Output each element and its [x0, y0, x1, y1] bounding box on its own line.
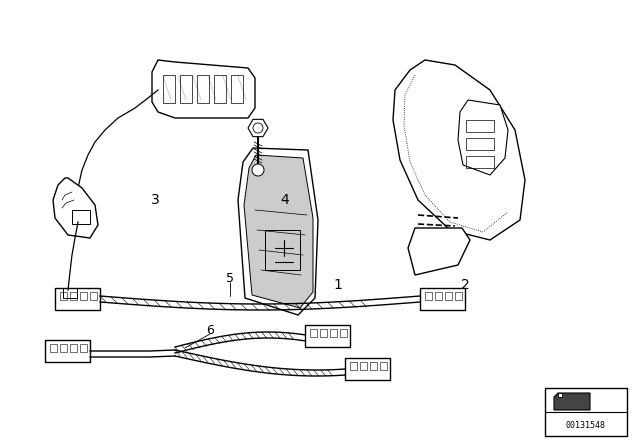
Bar — [90, 292, 97, 300]
Bar — [197, 75, 209, 103]
Bar — [466, 156, 494, 168]
Bar — [231, 75, 243, 103]
Polygon shape — [408, 228, 470, 275]
Bar — [466, 138, 494, 150]
Bar — [60, 292, 67, 300]
Text: 4: 4 — [280, 193, 289, 207]
Bar — [435, 292, 442, 300]
Bar — [214, 75, 226, 103]
Bar — [455, 292, 462, 300]
Bar — [63, 288, 77, 298]
Bar — [180, 75, 192, 103]
Text: 3: 3 — [150, 193, 159, 207]
Bar — [305, 325, 350, 347]
Polygon shape — [238, 148, 318, 315]
Bar — [320, 329, 327, 337]
Circle shape — [252, 164, 264, 176]
Polygon shape — [53, 178, 98, 238]
Bar — [70, 292, 77, 300]
Bar — [345, 358, 390, 380]
Bar — [340, 329, 347, 337]
Polygon shape — [393, 60, 525, 240]
Bar — [380, 362, 387, 370]
Text: 00131548: 00131548 — [566, 421, 606, 430]
Bar — [70, 344, 77, 352]
Text: 6: 6 — [206, 323, 214, 336]
Polygon shape — [248, 119, 268, 137]
Bar — [425, 292, 432, 300]
Bar — [360, 362, 367, 370]
Bar — [72, 210, 90, 224]
Polygon shape — [458, 100, 508, 175]
Bar — [466, 120, 494, 132]
Bar — [80, 344, 87, 352]
Bar — [45, 340, 90, 362]
Bar — [350, 362, 357, 370]
Bar — [55, 288, 100, 310]
Bar — [420, 288, 465, 310]
Bar — [50, 344, 57, 352]
Polygon shape — [244, 155, 313, 308]
Text: 5: 5 — [226, 271, 234, 284]
Circle shape — [253, 123, 263, 133]
Bar — [163, 75, 175, 103]
Bar — [80, 292, 87, 300]
Bar — [330, 329, 337, 337]
Polygon shape — [152, 60, 255, 118]
Bar — [60, 344, 67, 352]
Bar — [545, 388, 627, 436]
Bar — [370, 362, 377, 370]
Bar — [445, 292, 452, 300]
Text: 1: 1 — [333, 278, 342, 292]
Bar — [265, 230, 300, 270]
Polygon shape — [554, 393, 590, 410]
Text: 2: 2 — [461, 278, 469, 292]
Bar — [310, 329, 317, 337]
Polygon shape — [558, 393, 562, 397]
